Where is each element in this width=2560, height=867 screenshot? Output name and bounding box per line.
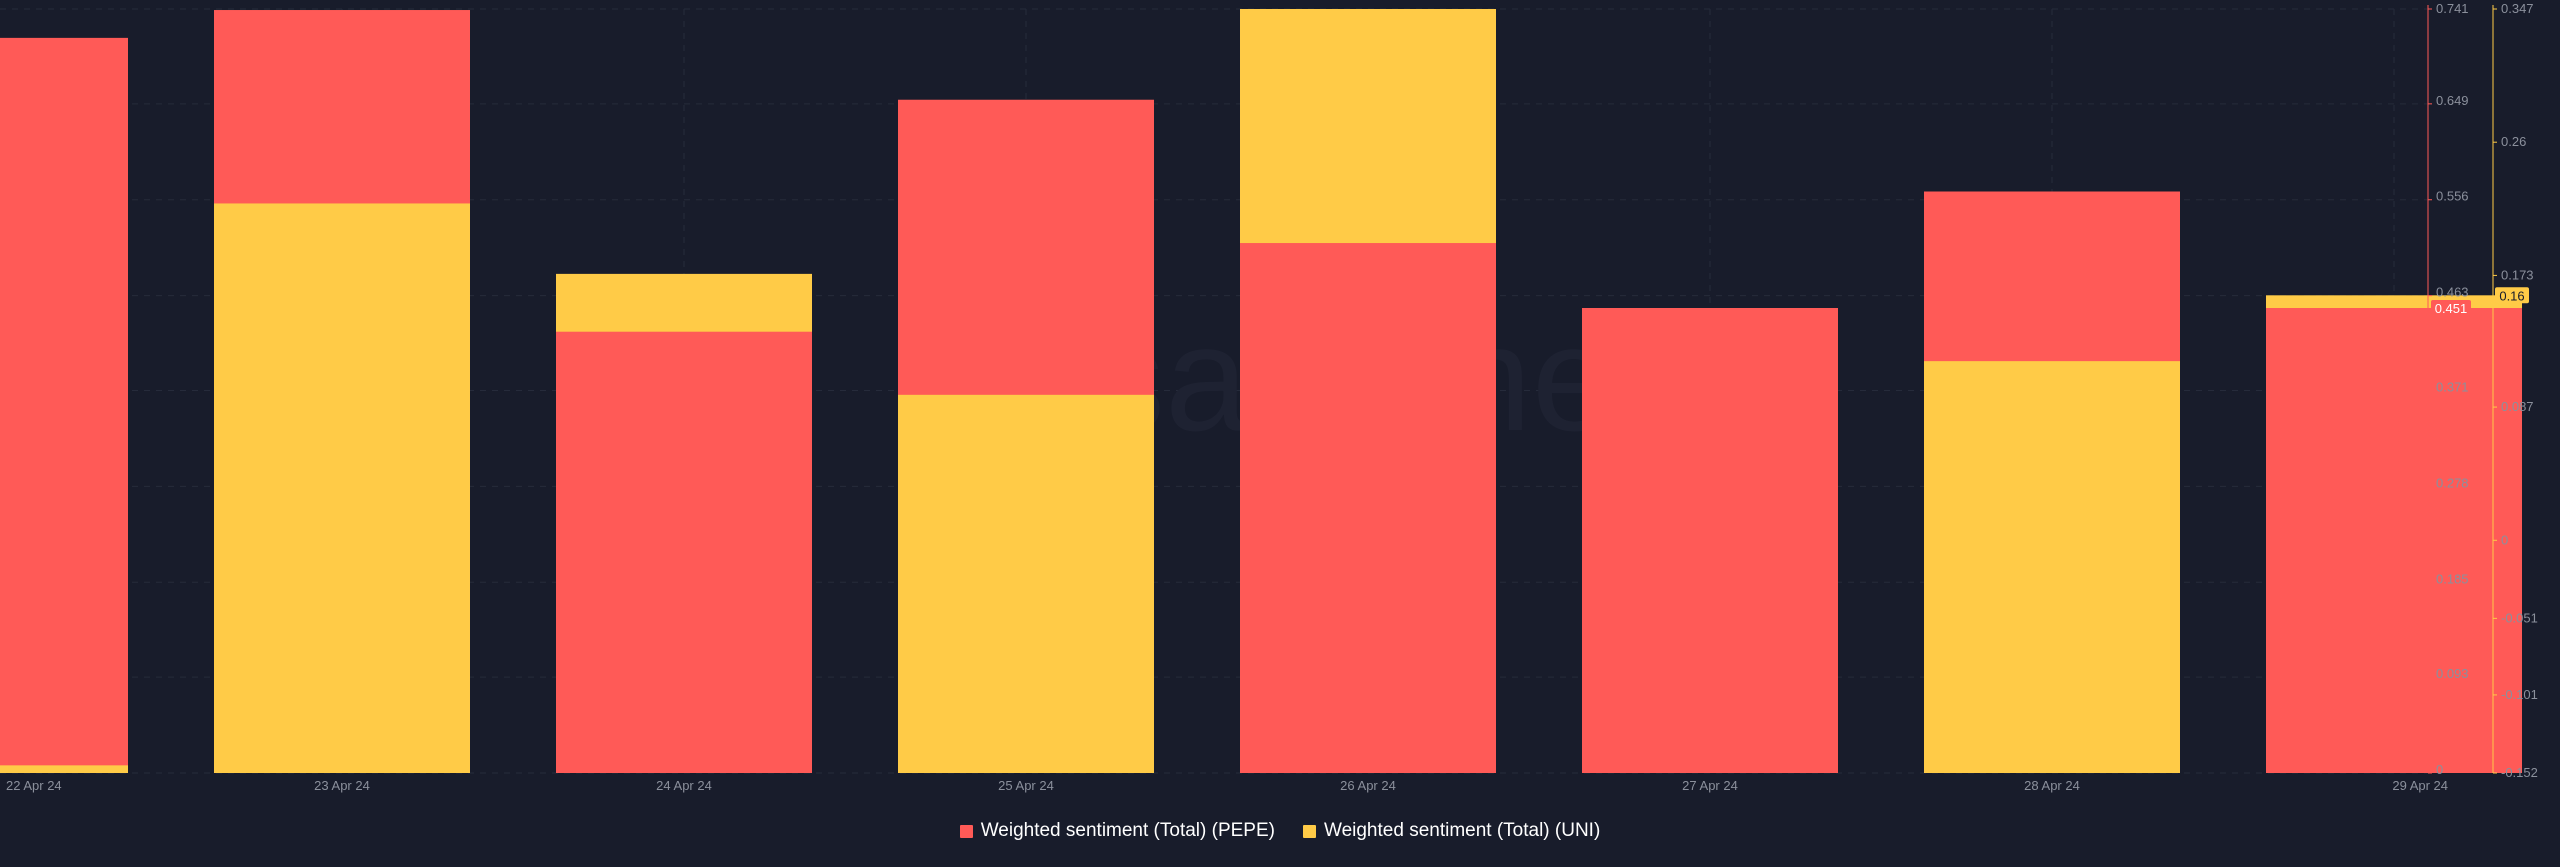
right-tick-label: -0.101 (2501, 687, 2538, 702)
right-tick-label: 0.173 (2501, 267, 2534, 282)
legend-swatch-pepe (959, 824, 973, 838)
x-tick-label: 28 Apr 24 (2024, 778, 2080, 793)
x-tick-label: 22 Apr 24 (6, 778, 62, 793)
bar-uni (0, 765, 128, 773)
x-tick-label: 24 Apr 24 (656, 778, 712, 793)
badge-pepe-label: 0.451 (2435, 301, 2468, 316)
bar-pepe (1582, 308, 1838, 773)
left-tick-label: 0.278 (2436, 475, 2469, 490)
x-tick-label: 23 Apr 24 (314, 778, 370, 793)
legend: Weighted sentiment (Total) (PEPE) Weight… (0, 820, 2560, 842)
bar-uni (214, 203, 470, 773)
right-tick-label: 0.087 (2501, 399, 2534, 414)
right-tick-label: 0.26 (2501, 134, 2526, 149)
right-tick-label: 0 (2501, 532, 2508, 547)
current-value-badges: 0.451 0.16 (2431, 287, 2529, 317)
right-tick-label: 0.347 (2501, 1, 2534, 16)
legend-swatch-uni (1302, 824, 1316, 838)
bar-pepe (2266, 308, 2522, 773)
left-tick-label: 0.649 (2436, 93, 2469, 108)
left-tick-label: 0.463 (2436, 285, 2469, 300)
left-tick-label: 0 (2436, 762, 2443, 777)
bar-pepe (0, 37, 128, 774)
legend-label-pepe: Weighted sentiment (Total) (PEPE) (980, 820, 1275, 841)
left-axis: 0 0.093 0.185 0.278 0.371 0.463 0.556 0.649 0.74… (2427, 1, 2469, 777)
left-tick-label: 0.741 (2436, 1, 2469, 16)
right-axis: -0.152 -0.101 -0.051 0 0.087 0.173 0.26 0.347 (2492, 1, 2538, 780)
legend-item-uni[interactable]: Weighted sentiment (Total) (UNI) (1302, 820, 1601, 842)
badge-pepe (2431, 300, 2471, 317)
x-tick-label: 29 Apr 24 (2392, 778, 2448, 793)
bar-uni (1924, 361, 2180, 773)
left-tick-label: 0.093 (2436, 666, 2469, 681)
bar-pepe (1240, 243, 1496, 773)
bars (0, 9, 2522, 774)
badge-uni-label: 0.16 (2499, 288, 2524, 303)
bar-uni (898, 394, 1154, 773)
x-tick-label: 27 Apr 24 (1682, 778, 1738, 793)
left-tick-label: 0.371 (2436, 379, 2469, 394)
right-tick-label: -0.051 (2501, 610, 2538, 625)
chart: santiment 00.0930.1850.2780.3710.4630.55… (0, 1, 2538, 793)
legend-item-pepe[interactable]: Weighted sentiment (Total) (PEPE) (959, 820, 1275, 842)
bar-pepe (556, 331, 812, 773)
right-tick-label: -0.152 (2501, 765, 2538, 780)
x-tick-label: 25 Apr 24 (998, 778, 1054, 793)
x-axis: 22 Apr 24 23 Apr 24 24 Apr 24 25 Apr 24 26 A… (6, 778, 2448, 793)
badge-uni (2495, 287, 2529, 304)
left-tick-label: 0.185 (2436, 571, 2469, 586)
left-tick-label: 0.556 (2436, 189, 2469, 204)
x-tick-label: 26 Apr 24 (1340, 778, 1396, 793)
legend-label-uni: Weighted sentiment (Total) (UNI) (1323, 820, 1601, 841)
